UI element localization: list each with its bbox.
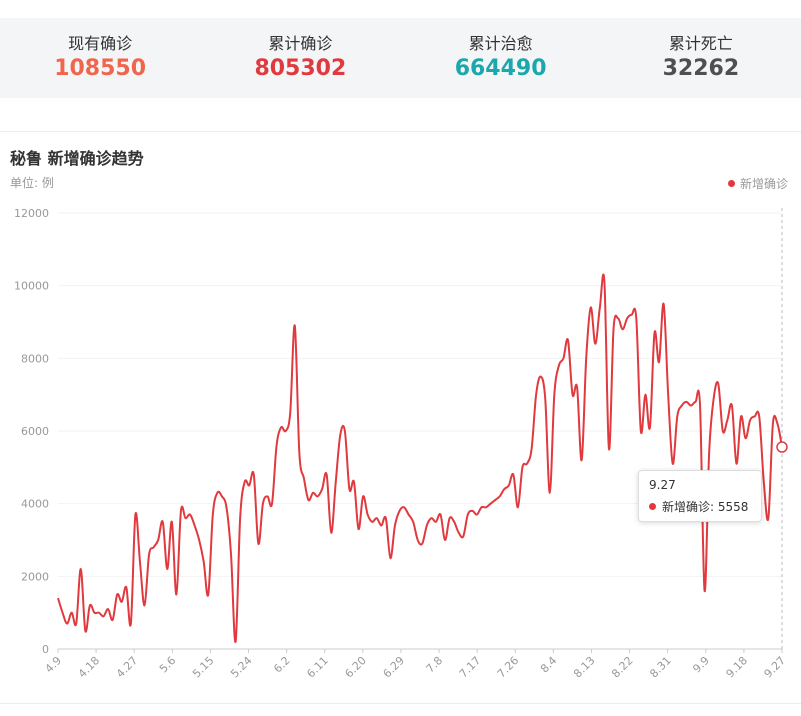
x-tick-label: 8.31	[647, 654, 674, 681]
stat-value: 664490	[454, 56, 547, 81]
tooltip-marker-icon	[649, 503, 656, 510]
stat-label: 累计治愈	[468, 34, 533, 53]
unit-label: 单位: 例	[10, 176, 54, 190]
y-tick-label: 6000	[21, 425, 49, 438]
x-tick-label: 8.4	[538, 654, 560, 676]
x-tick-label: 6.11	[304, 654, 331, 681]
y-tick-label: 8000	[21, 352, 49, 365]
x-tick-label: 8.13	[571, 654, 598, 681]
stat-label: 累计确诊	[268, 34, 333, 53]
stat-value: 32262	[662, 56, 740, 81]
highlight-point	[776, 441, 788, 453]
y-tick-label: 10000	[14, 280, 49, 293]
tooltip: 9.27 新增确诊 : 5558	[638, 470, 762, 522]
legend[interactable]: 新增确诊	[727, 175, 788, 192]
tooltip-date: 9.27	[649, 478, 676, 492]
y-tick-label: 2000	[21, 570, 49, 583]
y-tick-label: 4000	[21, 498, 49, 511]
y-tick-label: 12000	[14, 207, 49, 220]
x-tick-label: 5.6	[157, 654, 179, 676]
stat-current-confirmed: 现有确诊 108550	[0, 18, 200, 98]
y-tick-label: 0	[42, 643, 49, 656]
stat-value: 805302	[254, 56, 347, 81]
series-line-new-confirmed	[57, 273, 783, 643]
x-tick-label: 5.15	[190, 654, 217, 681]
x-tick-label: 8.22	[609, 654, 636, 681]
tooltip-series-label: 新增确诊	[662, 500, 711, 514]
x-tick-label: 6.29	[381, 654, 408, 681]
stat-total-confirmed: 累计确诊 805302	[200, 18, 400, 98]
x-tick-label: 6.2	[271, 654, 293, 676]
stat-total-deaths: 累计死亡 32262	[601, 18, 801, 98]
x-tick-label: 4.9	[43, 654, 65, 676]
x-tick-label: 6.20	[342, 654, 369, 681]
tooltip-value: 5558	[717, 499, 749, 514]
summary-stats: 现有确诊 108550 累计确诊 805302 累计治愈 664490 累计死亡…	[0, 18, 801, 98]
x-tick-label: 7.17	[457, 654, 484, 681]
x-tick-label: 7.8	[424, 654, 446, 676]
legend-label: 新增确诊	[739, 177, 788, 191]
chart-title: 秘鲁 新增确诊趋势	[10, 149, 144, 168]
stat-label: 现有确诊	[68, 34, 133, 53]
stat-value: 108550	[54, 56, 147, 81]
x-tick-label: 4.18	[76, 654, 103, 681]
tooltip-separator: :	[710, 499, 718, 514]
stat-label: 累计死亡	[668, 34, 733, 53]
x-tick-label: 5.24	[228, 654, 255, 681]
x-tick-label: 4.27	[114, 654, 141, 681]
x-tick-label: 7.26	[495, 654, 522, 681]
x-tick-label: 9.27	[762, 654, 789, 681]
stat-total-recovered: 累计治愈 664490	[401, 18, 601, 98]
x-tick-label: 9.18	[723, 654, 750, 681]
x-tick-label: 9.9	[690, 654, 712, 676]
legend-marker-icon	[727, 180, 735, 187]
bottom-divider	[0, 703, 801, 704]
tooltip-row: 新增确诊 : 5558	[649, 498, 751, 515]
section-divider	[0, 131, 801, 132]
